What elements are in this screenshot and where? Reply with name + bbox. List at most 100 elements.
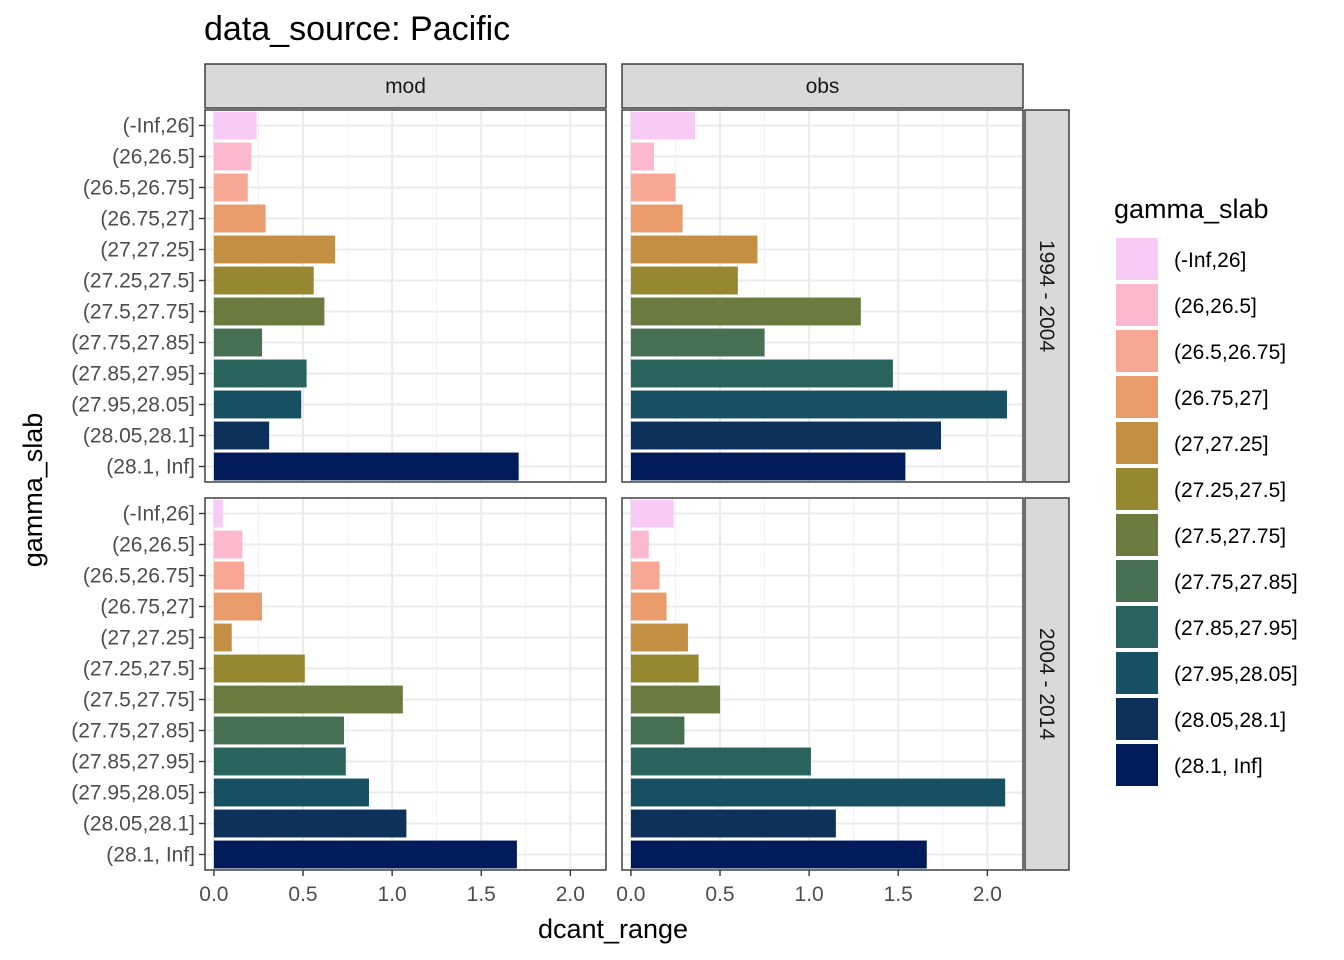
y-tick-label: (28.05,28.1] [83,425,195,448]
bar-2 [213,142,252,171]
bar-1 [630,111,696,140]
facet-panel-mod-1 [204,497,607,871]
bar-5 [630,235,758,264]
legend-label: (27.75,27.85] [1174,571,1298,594]
y-tick-label: (-Inf,26] [123,503,195,526]
facet-row-strip [1024,109,1070,483]
legend-label: (28.05,28.1] [1174,709,1286,732]
bar-10 [213,778,369,807]
bar-4 [630,592,667,621]
legend-key-11 [1116,698,1158,740]
legend-key-12 [1116,744,1158,786]
bar-9 [630,359,893,388]
legend-key-6 [1116,468,1158,510]
facet-row-label: 2004 - 2014 [1035,628,1058,740]
x-tick-label: 0.5 [705,883,734,906]
panel-background [622,498,1023,870]
y-tick-label: (26,26.5] [112,146,195,169]
bar-5 [213,235,336,264]
panel-border [204,497,607,871]
bar-7 [630,685,721,714]
facet-row-strip [1024,497,1070,871]
legend-label: (27.5,27.75] [1174,525,1286,548]
y-tick-label: (27.25,27.5] [83,270,195,293]
legend-key-9 [1116,606,1158,648]
legend: (-Inf,26] (26,26.5] (26.5,26.75] (26.75,27]… [1116,238,1298,786]
bar-1 [630,499,674,528]
bar-2 [630,530,649,559]
legend-key-7 [1116,514,1158,556]
facet-column-strip [621,63,1024,109]
facet-panel-obs-1 [621,497,1024,871]
bar-6 [630,654,699,683]
x-tick-label: 1.5 [884,883,913,906]
bar-9 [630,747,811,776]
legend-key-2 [1116,284,1158,326]
legend-key-3 [1116,330,1158,372]
chart-title: data_source: Pacific [204,10,510,48]
legend-key-8 [1116,560,1158,602]
x-tick-label: 1.5 [467,883,496,906]
facet-column-strip [204,63,607,109]
bar-2 [213,530,243,559]
bar-10 [213,390,302,419]
y-tick-label: (27.85,27.95] [71,751,195,774]
legend-label: (27.95,28.05] [1174,663,1298,686]
bar-11 [213,421,270,450]
bar-10 [630,778,1006,807]
bar-8 [630,328,765,357]
bar-10 [630,390,1007,419]
y-tick-label: (26.75,27] [100,208,195,231]
panel-border [621,109,1024,483]
y-tick-label: (27.5,27.75] [83,689,195,712]
facet-panel-obs-0 [621,109,1024,483]
x-tick-label: 1.0 [378,883,407,906]
y-axis-title: gamma_slab [18,413,48,568]
bar-1 [213,499,223,528]
panel-border [621,497,1024,871]
panel-background [205,498,606,870]
y-tick-label: (27.75,27.85] [71,720,195,743]
legend-label: (26.5,26.75] [1174,341,1286,364]
bar-11 [630,809,836,838]
bar-1 [213,111,257,140]
legend-label: (27,27.25] [1174,433,1269,456]
bar-3 [630,561,660,590]
bar-12 [630,452,906,481]
x-tick-label: 1.0 [795,883,824,906]
bar-11 [630,421,942,450]
legend-label: (26.75,27] [1174,387,1269,410]
bar-5 [213,623,232,652]
y-tick-label: (27.5,27.75] [83,301,195,324]
facet-panel-mod-0 [204,109,607,483]
bar-3 [213,561,245,590]
bar-4 [213,204,266,233]
x-tick-label: 0.0 [616,883,645,906]
legend-label: (28.1, Inf] [1174,755,1263,778]
bar-6 [213,654,305,683]
x-tick-label: 0.0 [199,883,228,906]
bar-8 [630,716,685,745]
y-tick-label: (-Inf,26] [123,115,195,138]
y-tick-label: (27.75,27.85] [71,332,195,355]
bar-6 [630,266,738,295]
bar-8 [213,328,263,357]
y-tick-label: (28.05,28.1] [83,813,195,836]
x-tick-label: 2.0 [973,883,1002,906]
bar-7 [213,297,325,326]
panel-border [204,109,607,483]
y-tick-label: (28.1, Inf] [106,844,195,867]
legend-key-10 [1116,652,1158,694]
facet-column-label: mod [385,75,426,98]
bar-7 [630,297,861,326]
bar-6 [213,266,314,295]
bar-12 [630,840,927,869]
legend-label: (27.25,27.5] [1174,479,1286,502]
facet-panels: mod obs 1994 - 2004 2004 - 2014 (-Inf,26] (26… [71,63,1070,906]
bar-9 [213,747,346,776]
facet-row-label: 1994 - 2004 [1035,240,1058,352]
y-tick-label: (27.95,28.05] [71,782,195,805]
bar-8 [213,716,345,745]
facet-column-label: obs [806,75,840,98]
